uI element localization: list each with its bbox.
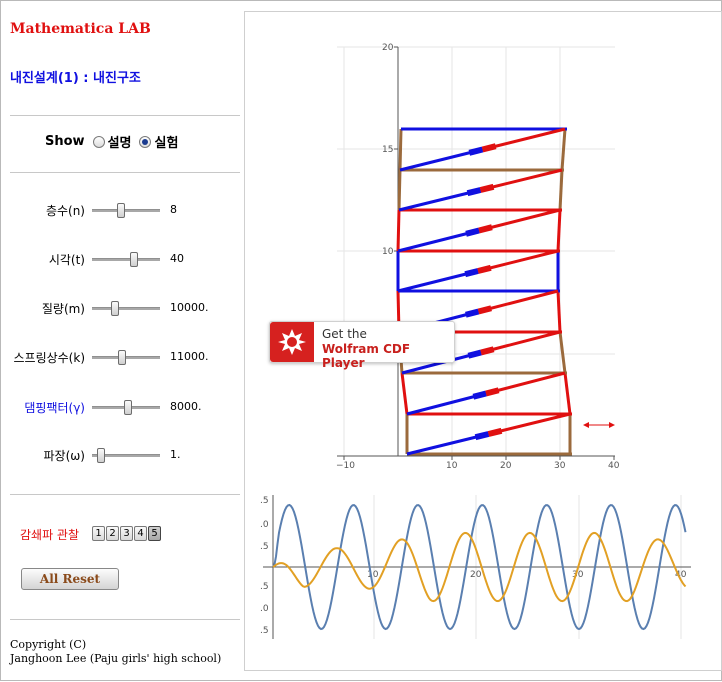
slider-thumb[interactable]	[111, 301, 119, 316]
page-subtitle: 내진설계(1) : 내진구조	[10, 71, 141, 86]
slider-label: 파장(ω)	[1, 445, 86, 465]
decay-option-button[interactable]: 2	[106, 526, 119, 541]
slider-label-text: 시각(t)	[48, 252, 85, 267]
slider-thumb[interactable]	[97, 448, 105, 463]
slider-track[interactable]	[92, 307, 160, 310]
all-reset-button[interactable]: All Reset	[21, 568, 119, 590]
slider-label-text: 댐핑팩터(γ)	[24, 400, 85, 415]
radio-explain-label: 설명	[107, 136, 132, 151]
app-title: Mathematica LAB	[10, 21, 151, 37]
radio-selected-icon[interactable]	[139, 135, 152, 148]
slider-value: 10000.	[170, 301, 209, 314]
radio-experiment-label: 실험	[154, 136, 179, 151]
slider-label: 시각(t)	[1, 249, 85, 269]
slider-label-text: 질량(m)	[41, 301, 85, 316]
slider-track[interactable]	[92, 258, 160, 261]
slider-thumb[interactable]	[124, 400, 132, 415]
slider-thumb[interactable]	[118, 350, 126, 365]
cdf-line1: Get the	[322, 327, 367, 341]
divider	[10, 172, 240, 173]
control-panel: Mathematica LAB 내진설계(1) : 내진구조 Show 설명 실…	[1, 1, 241, 680]
slider-value: 1.	[170, 448, 181, 461]
divider	[10, 115, 240, 116]
slider-label: 댐핑팩터(γ)	[1, 397, 85, 417]
radio-circle-icon[interactable]	[92, 135, 105, 148]
decay-option-button[interactable]: 3	[120, 526, 133, 541]
slider-value: 11000.	[170, 350, 209, 363]
copyright-line: Copyright (C)	[10, 638, 87, 651]
slider-value: 8000.	[170, 400, 202, 413]
radio-explain[interactable]: 설명	[92, 132, 132, 151]
decay-label: 감쇄파 관찰	[20, 528, 80, 542]
decay-option-button[interactable]: 4	[134, 526, 147, 541]
slider-label: 스프링상수(k)	[1, 347, 85, 367]
decay-option-button[interactable]: 1	[92, 526, 105, 541]
slider-thumb[interactable]	[117, 203, 125, 218]
divider	[10, 619, 240, 620]
slider-value: 40	[170, 252, 184, 265]
show-label: Show	[45, 134, 85, 149]
slider-track[interactable]	[92, 454, 160, 457]
slider-label: 층수(n)	[1, 200, 85, 220]
slider-label-text: 층수(n)	[45, 203, 85, 218]
slider-track[interactable]	[92, 356, 160, 359]
show-selector: Show 설명 실험	[45, 132, 178, 151]
slider-thumb[interactable]	[130, 252, 138, 267]
radio-experiment[interactable]: 실험	[139, 132, 178, 151]
slider-value: 8	[170, 203, 177, 216]
copyright: Copyright (C) Janghoon Lee (Paju girls' …	[10, 638, 221, 666]
cdf-line2: Wolfram CDF Player	[322, 342, 411, 370]
cdf-player-badge[interactable]: Get the Wolfram CDF Player	[269, 321, 455, 370]
slider-label-text: 파장(ω)	[43, 448, 86, 463]
slider-label: 질량(m)	[1, 298, 85, 318]
slider-track[interactable]	[92, 209, 160, 212]
copyright-author: Janghoon Lee (Paju girls' high school)	[10, 652, 222, 665]
slider-label-text: 스프링상수(k)	[13, 350, 85, 365]
decay-option-button[interactable]: 5	[148, 526, 161, 541]
wolfram-logo-icon	[270, 322, 314, 362]
divider	[10, 494, 240, 495]
